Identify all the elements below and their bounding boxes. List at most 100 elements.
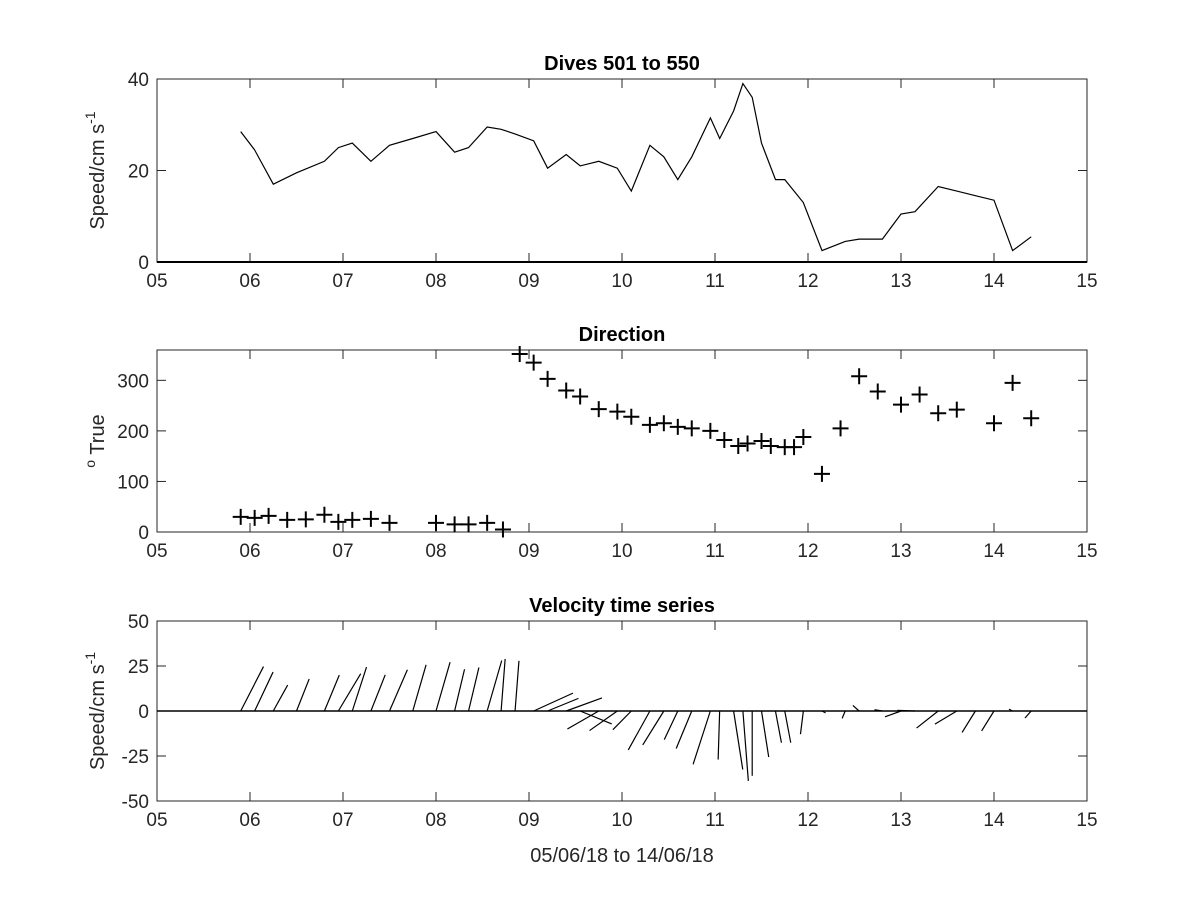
x-tick-label: 07 bbox=[332, 810, 353, 831]
velocity-stick bbox=[774, 710, 783, 743]
direction-marker bbox=[1004, 374, 1021, 391]
velocity-stick bbox=[916, 710, 939, 729]
direction-marker bbox=[986, 415, 1002, 432]
y-axis-label-superscript: -1 bbox=[82, 652, 98, 665]
velocity-stick bbox=[388, 669, 408, 712]
velocity-stick bbox=[567, 710, 600, 730]
y-tick-label: 25 bbox=[128, 657, 149, 678]
velocity-stick bbox=[467, 667, 480, 712]
y-tick-label: -50 bbox=[122, 792, 149, 813]
velocity-stick bbox=[852, 705, 860, 712]
direction-marker bbox=[893, 396, 909, 413]
velocity-stick bbox=[565, 697, 603, 712]
velocity-stick bbox=[1008, 708, 1013, 712]
direction-marker bbox=[683, 420, 700, 437]
velocity-stick bbox=[874, 709, 883, 712]
velocity-stick bbox=[981, 710, 995, 732]
velocity-stick bbox=[733, 710, 744, 770]
x-tick-label: 13 bbox=[890, 541, 911, 562]
y-axis-label-text: Speed/cm s bbox=[87, 124, 109, 230]
direction-marker bbox=[702, 422, 719, 439]
panel-3: 05 06 07 08 09 10 11 12 13 14 15 -50 -25 0 25 50 Velocit… bbox=[82, 595, 1098, 867]
panel-1: 05 06 07 08 09 10 11 12 13 14 15 0 20 40 Dives 501 to … bbox=[82, 53, 1098, 292]
direction-marker bbox=[795, 428, 812, 445]
direction-marker bbox=[716, 431, 733, 448]
velocity-stick bbox=[295, 678, 310, 712]
direction-marker bbox=[609, 403, 626, 420]
velocity-stick bbox=[784, 710, 792, 743]
x-tick-label: 13 bbox=[890, 271, 911, 292]
x-tick-label: 09 bbox=[518, 810, 539, 831]
direction-marker bbox=[832, 420, 849, 437]
direction-marker bbox=[869, 383, 886, 400]
velocity-stick bbox=[533, 692, 574, 712]
x-tick-label: 12 bbox=[797, 541, 818, 562]
velocity-stick bbox=[934, 710, 958, 725]
velocity-stick bbox=[370, 674, 386, 712]
velocity-stick bbox=[1024, 710, 1032, 719]
y-axis-label-text: Speed/cm s bbox=[87, 664, 109, 770]
x-tick-label: 06 bbox=[239, 271, 260, 292]
x-tick-label: 11 bbox=[705, 541, 725, 562]
y-tick-label: 0 bbox=[138, 523, 149, 544]
velocity-stick bbox=[240, 666, 265, 712]
x-tick-label: 05 bbox=[146, 541, 167, 562]
x-tick-label: 06 bbox=[239, 810, 260, 831]
velocity-stick bbox=[717, 710, 721, 760]
y-axis-label-superscript: -1 bbox=[82, 111, 98, 124]
y-tick-label: 300 bbox=[117, 371, 149, 392]
x-tick-label: 11 bbox=[705, 810, 725, 831]
x-tick-label: 12 bbox=[797, 271, 818, 292]
direction-marker bbox=[669, 418, 686, 435]
velocity-stick bbox=[760, 710, 770, 758]
direction-marker bbox=[762, 438, 779, 455]
direction-marker bbox=[232, 508, 249, 525]
y-tick-label: 20 bbox=[128, 162, 149, 183]
velocity-stick bbox=[547, 697, 579, 712]
direction-marker bbox=[1023, 410, 1040, 427]
direction-marker bbox=[753, 433, 770, 449]
direction-marker bbox=[948, 401, 965, 418]
y-axis-label: Speed/cm s-1 bbox=[82, 652, 109, 770]
velocity-stick bbox=[821, 710, 826, 714]
direction-marker bbox=[381, 514, 398, 531]
direction-marker bbox=[655, 415, 672, 432]
x-tick-label: 10 bbox=[611, 810, 632, 831]
x-tick-label: 08 bbox=[425, 810, 446, 831]
direction-marker bbox=[460, 516, 477, 533]
direction-marker bbox=[479, 514, 496, 531]
y-tick-label: 0 bbox=[138, 702, 149, 723]
axes-box bbox=[156, 349, 1088, 533]
velocity-stick bbox=[500, 658, 506, 712]
x-tick-label: 13 bbox=[890, 810, 911, 831]
direction-marker bbox=[851, 368, 868, 385]
velocity-stick bbox=[486, 660, 503, 712]
chart-title: Velocity time series bbox=[529, 595, 715, 617]
x-tick-label: 07 bbox=[332, 271, 353, 292]
axes-box bbox=[156, 78, 1088, 263]
direction-marker bbox=[362, 510, 379, 527]
x-tick-label: 11 bbox=[705, 271, 725, 292]
x-tick-label: 07 bbox=[332, 541, 353, 562]
x-axis-label: 05/06/18 to 14/06/18 bbox=[530, 845, 714, 867]
direction-marker bbox=[558, 382, 575, 399]
velocity-stick bbox=[337, 673, 362, 712]
x-tick-label: 15 bbox=[1076, 271, 1097, 292]
velocity-stick bbox=[579, 710, 612, 725]
x-tick-label: 08 bbox=[425, 541, 446, 562]
direction-marker bbox=[511, 346, 528, 363]
x-tick-label: 12 bbox=[797, 810, 818, 831]
velocity-stick bbox=[435, 662, 451, 712]
x-tick-label: 15 bbox=[1076, 541, 1097, 562]
velocity-stick bbox=[589, 710, 618, 732]
direction-marker bbox=[316, 506, 333, 523]
direction-marker bbox=[930, 405, 947, 422]
x-tick-label: 05 bbox=[146, 810, 167, 831]
direction-marker bbox=[739, 435, 756, 452]
direction-marker bbox=[344, 511, 361, 528]
direction-marker bbox=[539, 370, 556, 387]
direction-marker bbox=[246, 509, 263, 526]
velocity-stick bbox=[272, 684, 289, 712]
direction-marker bbox=[786, 439, 803, 456]
velocity-stick bbox=[627, 710, 651, 751]
